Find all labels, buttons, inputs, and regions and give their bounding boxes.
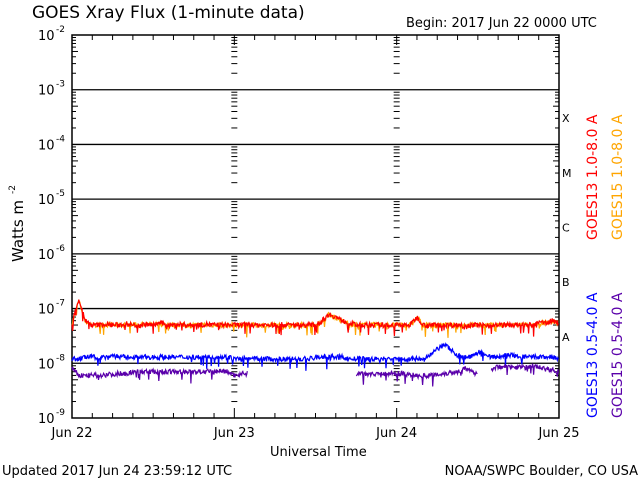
y-tick-exponent: -9 <box>56 408 65 418</box>
x-axis-title: Universal Time <box>270 445 367 460</box>
legend-item: GOES13 1.0-8.0 A <box>585 114 601 240</box>
series-lines <box>71 299 559 387</box>
updated-label: Updated 2017 Jun 24 23:59:12 UTC <box>2 464 232 479</box>
series-line-goes13-1-0-8-0-a <box>71 299 559 337</box>
legend-label: GOES13 0.5-4.0 A <box>585 292 601 418</box>
x-axis-labels: Jun 22 Jun 23 Jun 24 Jun 25 <box>51 426 580 441</box>
flare-class-C: C <box>562 222 570 235</box>
flare-class-labels: X M C B A <box>562 112 572 344</box>
legend-item: GOES13 0.5-4.0 A <box>585 292 601 418</box>
y-tick-label: 10 <box>38 84 55 99</box>
plot-area <box>71 34 560 419</box>
legend-label: GOES15 1.0-8.0 A <box>610 114 626 240</box>
y-tick-label: 10 <box>38 248 55 263</box>
x-tick-label: Jun 25 <box>538 426 580 441</box>
chart-title: GOES Xray Flux (1-minute data) <box>32 3 305 23</box>
flare-class-A: A <box>562 331 570 344</box>
legend-item: GOES15 1.0-8.0 A <box>610 114 626 240</box>
y-tick-exponent: -3 <box>56 80 65 90</box>
x-tick-label: Jun 23 <box>213 426 255 441</box>
series-line-goes13-0-5-4-0-a <box>71 342 559 371</box>
x-tick-label: Jun 24 <box>375 426 417 441</box>
y-axis-title: Watts m -2 <box>8 185 27 262</box>
y-axis-labels: 10-210-310-410-510-610-710-810-9 <box>38 25 65 427</box>
y-tick-exponent: -5 <box>56 189 65 199</box>
y-tick-label: 10 <box>38 357 55 372</box>
credit-label: NOAA/SWPC Boulder, CO USA <box>445 464 638 479</box>
series-line-goes15-0-5-4-0-a <box>71 366 248 384</box>
y-tick-label: 10 <box>38 412 55 427</box>
y-tick-exponent: -8 <box>56 353 65 363</box>
flare-class-B: B <box>562 276 570 289</box>
y-tick-label: 10 <box>38 303 55 318</box>
y-axis-title-exp: -2 <box>8 185 18 194</box>
y-tick-exponent: -7 <box>56 299 65 309</box>
y-tick-label: 10 <box>38 138 55 153</box>
flare-class-M: M <box>562 167 572 180</box>
y-tick-exponent: -4 <box>56 134 65 144</box>
plot-frame <box>71 34 560 419</box>
y-tick-exponent: -2 <box>56 25 65 35</box>
series-line-goes15-0-5-4-0-a <box>490 363 559 377</box>
legend-label: GOES13 1.0-8.0 A <box>585 114 601 240</box>
y-tick-label: 10 <box>38 29 55 44</box>
legend-label: GOES15 0.5-4.0 A <box>610 292 626 418</box>
y-axis-title-text: Watts m <box>9 200 27 262</box>
flare-class-X: X <box>562 112 570 125</box>
y-tick-exponent: -6 <box>56 244 65 254</box>
legend-item: GOES15 0.5-4.0 A <box>610 292 626 418</box>
legend: GOES13 1.0-8.0 A GOES15 1.0-8.0 A GOES13 0… <box>585 114 626 418</box>
begin-label: Begin: 2017 Jun 22 0000 UTC <box>406 16 597 31</box>
series-line-goes15-0-5-4-0-a <box>355 366 478 387</box>
x-tick-label: Jun 22 <box>51 426 93 441</box>
y-tick-label: 10 <box>38 193 55 208</box>
